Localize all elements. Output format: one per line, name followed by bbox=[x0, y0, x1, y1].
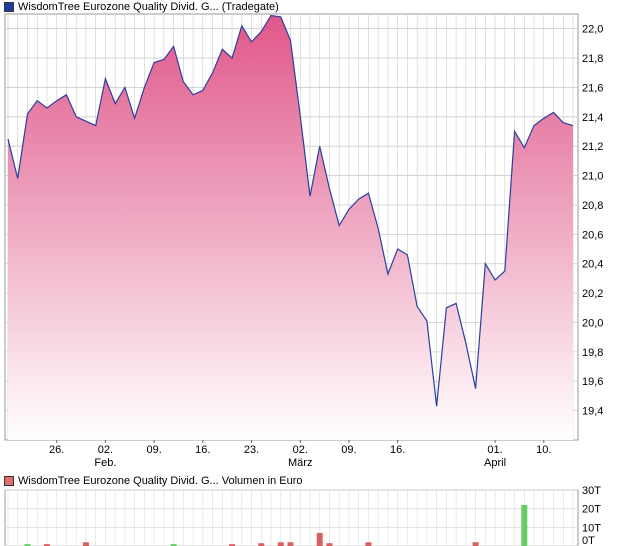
volume-bar bbox=[277, 542, 284, 546]
price-x-tick-label: 10. bbox=[536, 444, 551, 456]
price-x-tick-label: 01. bbox=[487, 444, 502, 456]
price-y-tick-label: 20,2 bbox=[582, 288, 603, 300]
price-x-month-label: Feb. bbox=[94, 457, 116, 469]
price-x-month-label: März bbox=[288, 457, 312, 469]
volume-bar bbox=[229, 544, 236, 546]
volume-legend: WisdomTree Eurozone Quality Divid. G... … bbox=[4, 474, 303, 488]
price-y-tick-label: 20,8 bbox=[582, 200, 603, 212]
price-y-tick-label: 21,4 bbox=[582, 112, 603, 124]
price-area bbox=[8, 15, 573, 440]
price-legend-swatch bbox=[4, 2, 14, 12]
price-legend: WisdomTree Eurozone Quality Divid. G... … bbox=[4, 0, 279, 14]
volume-bar bbox=[170, 544, 177, 546]
volume-bar bbox=[24, 544, 31, 546]
price-x-tick-label: 02. bbox=[293, 444, 308, 456]
volume-y-tick-label: 10T bbox=[582, 522, 601, 534]
price-y-tick-label: 21,6 bbox=[582, 82, 603, 94]
volume-y-tick-label: 30T bbox=[582, 485, 601, 497]
price-line bbox=[7, 14, 574, 407]
price-y-tick-label: 19,4 bbox=[582, 406, 603, 418]
price-y-tick-label: 20,6 bbox=[582, 229, 603, 241]
volume-plot-area bbox=[4, 489, 579, 546]
volume-bar bbox=[472, 542, 479, 546]
volume-bar bbox=[258, 543, 265, 546]
price-y-tick-label: 21,2 bbox=[582, 141, 603, 153]
volume-legend-label: WisdomTree Eurozone Quality Divid. G... … bbox=[18, 475, 303, 487]
price-x-tick-label: 23. bbox=[244, 444, 259, 456]
price-x-tick-label: 26. bbox=[49, 444, 64, 456]
price-y-tick-label: 20,4 bbox=[582, 259, 603, 271]
price-x-tick-label: 09. bbox=[146, 444, 161, 456]
price-x-tick-label: 09. bbox=[341, 444, 356, 456]
volume-bar bbox=[287, 542, 294, 546]
volume-y-tick-label: 20T bbox=[582, 504, 601, 516]
volume-y-tick-label: 0T bbox=[582, 535, 595, 546]
price-y-tick-label: 21,0 bbox=[582, 171, 603, 183]
price-panel: 22,0 21,8 21,6 21,4 21,2 21,0 20,8 20,6 20,4 20,2… bbox=[4, 13, 603, 469]
volume-bar bbox=[316, 532, 323, 546]
volume-bar bbox=[43, 544, 50, 546]
price-y-tick-label: 19,6 bbox=[582, 376, 603, 388]
volume-bar bbox=[521, 504, 528, 546]
price-y-tick-label: 21,8 bbox=[582, 53, 603, 65]
volume-legend-swatch bbox=[4, 476, 14, 486]
price-x-tick-label: 16. bbox=[390, 444, 405, 456]
price-y-tick-label: 22,0 bbox=[582, 24, 603, 36]
price-x-tick-label: 16. bbox=[195, 444, 210, 456]
volume-bar bbox=[365, 542, 372, 546]
price-y-tick-label: 19,8 bbox=[582, 347, 603, 359]
price-y-tick-label: 20,0 bbox=[582, 317, 603, 329]
volume-bar bbox=[326, 543, 333, 546]
price-x-month-label: April bbox=[484, 457, 506, 469]
volume-bar bbox=[82, 542, 89, 546]
price-x-tick-label: 02. bbox=[98, 444, 113, 456]
price-legend-label: WisdomTree Eurozone Quality Divid. G... … bbox=[18, 1, 279, 13]
